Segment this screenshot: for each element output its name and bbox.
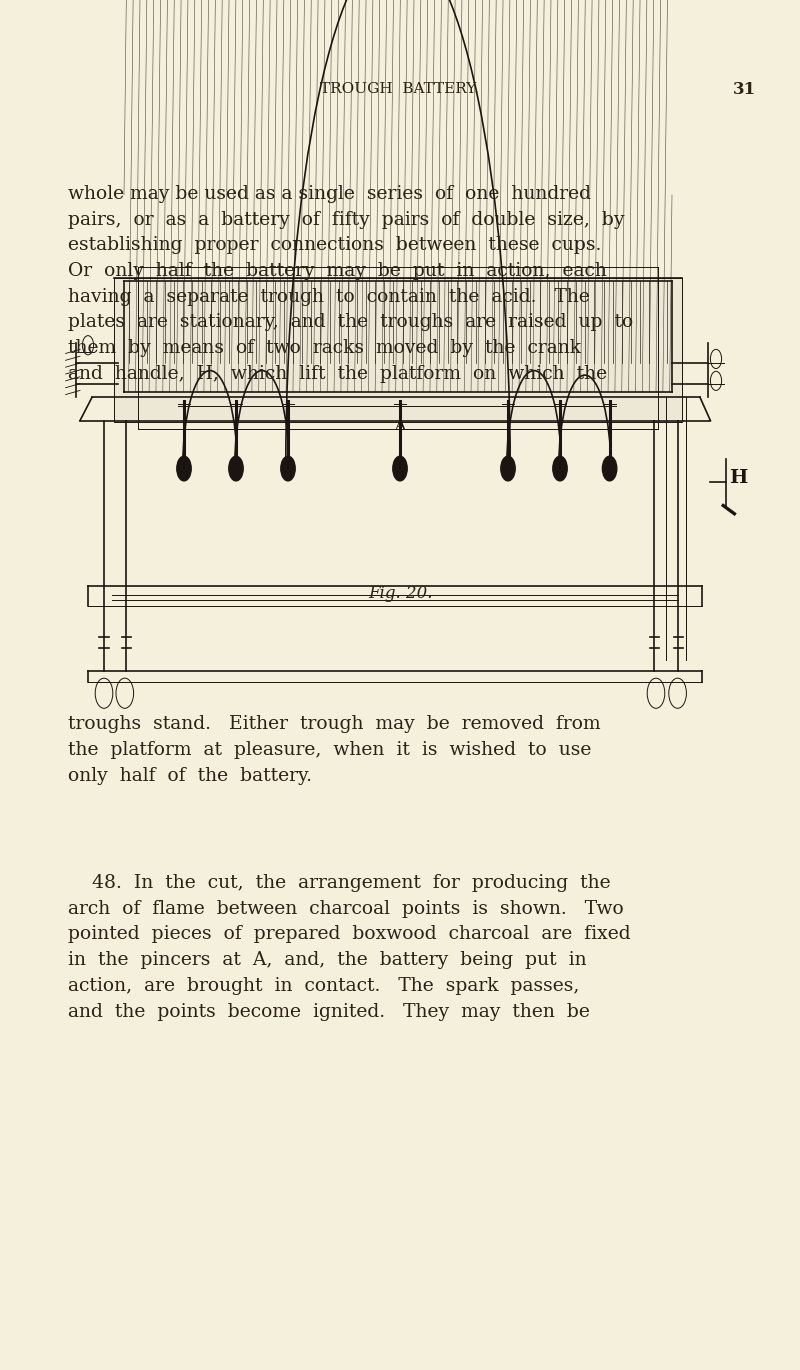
Circle shape [281, 456, 295, 481]
Text: A: A [394, 419, 406, 433]
Circle shape [553, 456, 567, 481]
Text: whole may be used as a single  series  of  one  hundred
pairs,  or  as  a  batte: whole may be used as a single series of … [68, 185, 634, 382]
Circle shape [501, 456, 515, 481]
Circle shape [602, 456, 617, 481]
Text: troughs  stand.   Either  trough  may  be  removed  from
the  platform  at  plea: troughs stand. Either trough may be remo… [68, 715, 601, 785]
Bar [124, 281, 672, 363]
Text: TROUGH  BATTERY.: TROUGH BATTERY. [321, 82, 479, 96]
Bar [114, 278, 682, 422]
Circle shape [177, 456, 191, 481]
Text: H: H [730, 469, 748, 488]
Text: Fig. 20.: Fig. 20. [368, 585, 432, 601]
Circle shape [393, 456, 407, 481]
Circle shape [229, 456, 243, 481]
Bar [124, 364, 672, 392]
Text: 48.  In  the  cut,  the  arrangement  for  producing  the
arch  of  flame  betwe: 48. In the cut, the arrangement for prod… [68, 874, 630, 1021]
Text: 31: 31 [733, 81, 755, 97]
